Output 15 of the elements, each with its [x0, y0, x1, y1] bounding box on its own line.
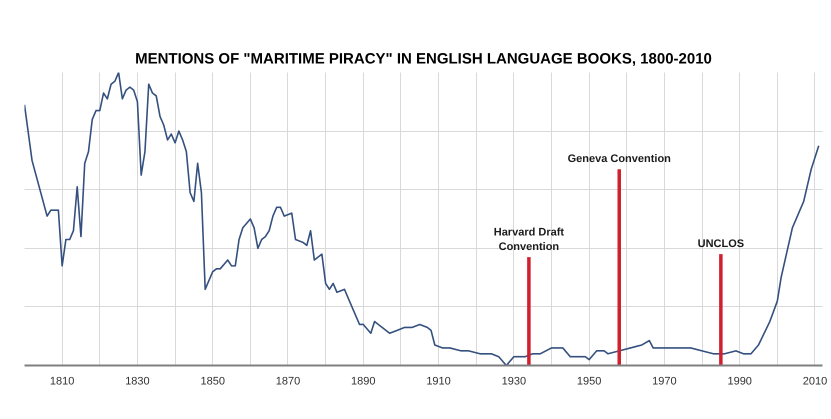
x-tick-label: 1850 — [200, 376, 225, 388]
ref-line-label: Harvard Draft Convention — [494, 226, 564, 254]
x-tick-label: 1890 — [351, 376, 376, 388]
x-tick-label: 1970 — [652, 376, 677, 388]
ref-line-label: Geneva Convention — [568, 153, 672, 166]
x-tick-label: 1910 — [426, 376, 451, 388]
chart-title: MENTIONS OF "MARITIME PIRACY" IN ENGLISH LANGUAGE BOOKS, 1800-2010 — [135, 50, 712, 68]
x-tick-label: 1830 — [125, 376, 150, 388]
x-tick-label: 1990 — [727, 376, 752, 388]
x-tick-label: 1810 — [50, 376, 74, 388]
x-tick-label: 2010 — [802, 376, 828, 388]
x-tick-label: 1930 — [502, 376, 526, 388]
x-tick-label: 1950 — [576, 376, 602, 388]
x-tick-label: 1870 — [276, 376, 300, 388]
ref-line-label: UNCLOS — [698, 238, 744, 250]
